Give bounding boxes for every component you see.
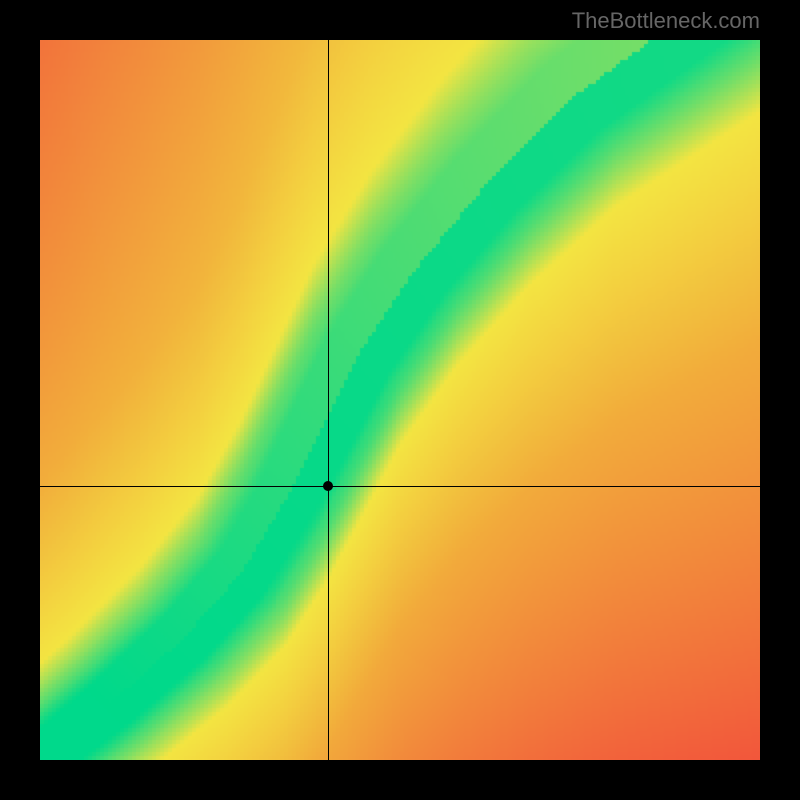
heatmap-chart <box>40 40 760 760</box>
heatmap-canvas <box>40 40 760 760</box>
watermark-text: TheBottleneck.com <box>572 8 760 34</box>
crosshair-vertical <box>328 40 329 760</box>
crosshair-horizontal <box>40 486 760 487</box>
crosshair-marker <box>323 481 333 491</box>
